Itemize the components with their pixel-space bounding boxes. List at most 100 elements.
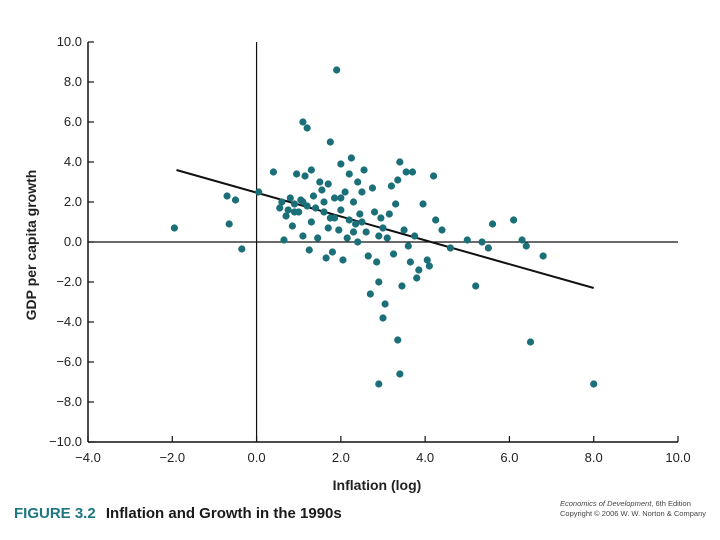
data-point	[364, 252, 372, 260]
data-point	[510, 216, 518, 224]
book-title: Economics of Development	[559, 499, 652, 508]
data-point	[522, 242, 530, 250]
data-point	[590, 380, 598, 388]
data-point	[415, 266, 423, 274]
data-point	[314, 234, 322, 242]
data-point	[341, 188, 349, 196]
data-point	[478, 238, 486, 246]
y-tick-label: −4.0	[56, 314, 82, 329]
data-point	[328, 248, 337, 256]
data-point	[402, 168, 410, 176]
data-point	[373, 258, 381, 266]
data-point	[518, 236, 526, 244]
data-point	[278, 198, 286, 206]
data-point	[411, 232, 419, 240]
data-point	[419, 200, 427, 208]
data-point	[337, 194, 345, 202]
data-point	[349, 198, 358, 206]
data-point	[396, 158, 404, 166]
data-point	[385, 210, 393, 218]
data-point	[286, 194, 294, 202]
data-point	[324, 180, 332, 188]
data-point	[446, 244, 455, 252]
data-point	[379, 314, 387, 322]
data-point	[303, 124, 311, 132]
x-axis-title: Inflation (log)	[333, 477, 422, 493]
y-tick-label: −2.0	[56, 274, 82, 289]
data-point	[333, 66, 341, 74]
book-credit: Economics of Development, 6th Edition Co…	[560, 499, 706, 519]
data-point	[389, 250, 398, 258]
data-point	[225, 220, 233, 228]
data-point	[345, 216, 353, 224]
data-point	[309, 192, 318, 200]
data-point	[337, 206, 345, 214]
y-tick-label: −8.0	[56, 394, 82, 409]
x-tick-label: 10.0	[665, 450, 690, 465]
data-point	[526, 338, 535, 346]
data-point	[394, 336, 402, 344]
data-point	[377, 214, 385, 222]
data-point	[326, 138, 334, 146]
data-point	[354, 238, 362, 246]
x-tick-label: −4.0	[75, 450, 101, 465]
data-point	[400, 226, 408, 234]
data-point	[316, 178, 324, 186]
data-point	[392, 200, 400, 208]
data-point	[539, 252, 547, 260]
data-point	[472, 282, 480, 290]
data-point	[339, 256, 347, 264]
y-tick-label: 8.0	[64, 74, 82, 89]
data-point	[301, 172, 309, 180]
data-point	[318, 186, 326, 194]
book-edition: , 6th Edition	[651, 499, 691, 508]
data-point	[269, 168, 278, 176]
data-point	[324, 224, 332, 232]
data-point	[299, 198, 307, 206]
data-point	[379, 224, 387, 232]
y-tick-label: 0.0	[64, 234, 82, 249]
data-point	[362, 228, 370, 236]
figure-caption: FIGURE 3.2 Inflation and Growth in the 1…	[14, 505, 342, 522]
data-point	[276, 204, 284, 212]
data-point	[280, 236, 288, 244]
data-point	[360, 166, 368, 174]
data-point	[293, 170, 301, 178]
data-point	[349, 228, 358, 236]
x-tick-label: 4.0	[416, 450, 434, 465]
data-point	[423, 256, 431, 264]
data-point	[463, 236, 471, 244]
data-point	[282, 212, 290, 220]
figure-number: FIGURE 3.2	[14, 505, 96, 522]
data-point	[429, 172, 438, 180]
data-point	[484, 244, 492, 252]
data-point	[358, 218, 366, 226]
data-point	[290, 208, 299, 216]
x-tick-label: 8.0	[585, 450, 603, 465]
data-point	[488, 220, 497, 228]
data-point	[408, 168, 417, 176]
x-tick-label: 2.0	[332, 450, 350, 465]
data-point	[288, 222, 296, 230]
data-point	[368, 184, 377, 192]
data-point	[320, 198, 328, 206]
data-point	[299, 118, 307, 126]
data-point	[358, 188, 366, 196]
data-point	[337, 160, 345, 168]
y-tick-label: −10.0	[49, 434, 82, 449]
data-point	[299, 232, 307, 240]
data-point	[354, 178, 362, 186]
data-point	[335, 226, 343, 234]
y-tick-label: 10.0	[57, 34, 82, 49]
data-point	[396, 370, 404, 378]
y-tick-label: 2.0	[64, 194, 82, 209]
data-point	[255, 188, 263, 196]
copyright-line: Copyright © 2006 W. W. Norton & Company	[559, 509, 706, 518]
data-point	[223, 192, 231, 200]
data-point	[383, 234, 391, 242]
data-point	[238, 245, 246, 253]
data-point	[375, 380, 383, 388]
data-point	[387, 182, 396, 190]
data-point	[307, 166, 315, 174]
